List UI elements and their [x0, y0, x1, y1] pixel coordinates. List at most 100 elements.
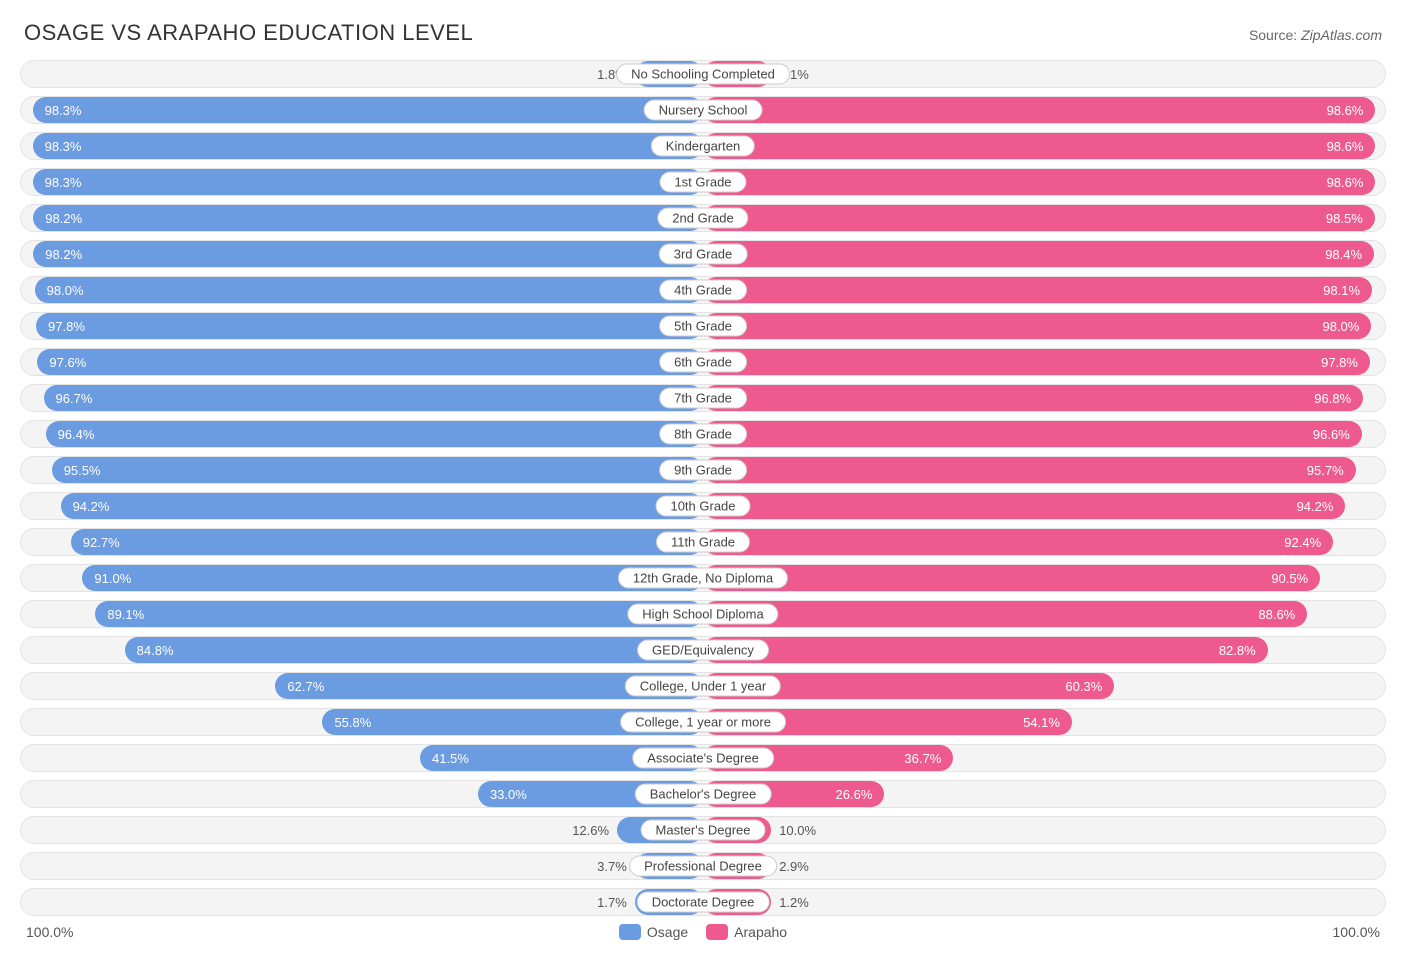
source-label: Source:: [1249, 27, 1297, 43]
category-label: Associate's Degree: [632, 748, 774, 769]
axis-left-end: 100.0%: [26, 924, 73, 940]
chart-row: 33.0% 26.6% Bachelor's Degree: [20, 780, 1386, 808]
legend-label-osage: Osage: [647, 924, 688, 940]
arapaho-value: 97.8%: [1321, 355, 1358, 370]
right-half: 98.6%: [703, 97, 1385, 123]
left-half: 98.0%: [21, 277, 703, 303]
left-half: 96.7%: [21, 385, 703, 411]
arapaho-bar: 98.6%: [703, 133, 1375, 159]
osage-bar: 91.0%: [82, 565, 703, 591]
category-label: 9th Grade: [659, 460, 747, 481]
left-half: 12.6%: [21, 817, 703, 843]
left-half: 98.3%: [21, 169, 703, 195]
right-half: 90.5%: [703, 565, 1385, 591]
category-label: Master's Degree: [641, 820, 766, 841]
right-half: 98.6%: [703, 133, 1385, 159]
category-label: 8th Grade: [659, 424, 747, 445]
osage-value: 96.4%: [58, 427, 95, 442]
category-label: Bachelor's Degree: [635, 784, 772, 805]
arapaho-value: 94.2%: [1297, 499, 1334, 514]
chart-row: 98.3%98.6%Nursery School: [20, 96, 1386, 124]
left-half: 3.7%: [21, 853, 703, 879]
category-label: 1st Grade: [659, 172, 746, 193]
left-half: 97.6%: [21, 349, 703, 375]
category-label: 11th Grade: [656, 532, 750, 553]
legend-item-arapaho: Arapaho: [706, 924, 787, 940]
chart-row: 94.2% 94.2% 10th Grade: [20, 492, 1386, 520]
chart-row: 12.6% 10.0% Master's Degree: [20, 816, 1386, 844]
arapaho-value: 96.8%: [1314, 391, 1351, 406]
chart-row: 98.2%98.5%2nd Grade: [20, 204, 1386, 232]
arapaho-value: 98.6%: [1327, 103, 1364, 118]
arapaho-value: 26.6%: [836, 787, 873, 802]
category-label: 6th Grade: [659, 352, 747, 373]
osage-value: 33.0%: [490, 787, 527, 802]
arapaho-value: 88.6%: [1258, 607, 1295, 622]
osage-value: 89.1%: [107, 607, 144, 622]
chart-row: 98.0%98.1%4th Grade: [20, 276, 1386, 304]
right-half: 94.2%: [703, 493, 1385, 519]
legend-swatch-osage: [619, 924, 641, 940]
category-label: College, 1 year or more: [620, 712, 786, 733]
arapaho-value: 98.1%: [1323, 283, 1360, 298]
osage-value: 95.5%: [64, 463, 101, 478]
arapaho-value: 96.6%: [1313, 427, 1350, 442]
arapaho-bar: 95.7%: [703, 457, 1356, 483]
arapaho-value: 54.1%: [1023, 715, 1060, 730]
right-half: 96.6%: [703, 421, 1385, 447]
arapaho-value: 10.0%: [771, 823, 816, 838]
chart-row: 98.2%98.4%3rd Grade: [20, 240, 1386, 268]
right-half: 2.9%: [703, 853, 1385, 879]
left-half: 95.5%: [21, 457, 703, 483]
osage-bar: 97.8%: [36, 313, 703, 339]
osage-bar: 94.2%: [61, 493, 703, 519]
left-half: 98.2%: [21, 205, 703, 231]
chart-row: 89.1% 88.6% High School Diploma: [20, 600, 1386, 628]
chart-row: 92.7% 92.4%11th Grade: [20, 528, 1386, 556]
arapaho-bar: 98.0%: [703, 313, 1371, 339]
left-half: 62.7%: [21, 673, 703, 699]
left-half: 41.5%: [21, 745, 703, 771]
chart-source: Source: ZipAtlas.com: [1249, 27, 1382, 43]
right-half: 36.7%: [703, 745, 1385, 771]
left-half: 98.3%: [21, 97, 703, 123]
right-half: 1.2%: [703, 889, 1385, 915]
category-label: GED/Equivalency: [637, 640, 769, 661]
chart-row: 55.8%54.1%College, 1 year or more: [20, 708, 1386, 736]
source-value: ZipAtlas.com: [1301, 27, 1382, 43]
arapaho-bar: 88.6%: [703, 601, 1307, 627]
osage-value: 62.7%: [287, 679, 324, 694]
arapaho-bar: 97.8%: [703, 349, 1370, 375]
legend-item-osage: Osage: [619, 924, 688, 940]
osage-value: 91.0%: [94, 571, 131, 586]
chart-row: 62.7%60.3%College, Under 1 year: [20, 672, 1386, 700]
diverging-bar-chart: 1.8%2.1%No Schooling Completed98.3%98.6%…: [20, 60, 1386, 916]
category-label: High School Diploma: [627, 604, 778, 625]
osage-value: 98.3%: [45, 103, 82, 118]
left-half: 94.2%: [21, 493, 703, 519]
category-label: Professional Degree: [629, 856, 777, 877]
right-half: 60.3%: [703, 673, 1385, 699]
osage-value: 92.7%: [83, 535, 120, 550]
osage-bar: 96.4%: [46, 421, 703, 447]
category-label: Kindergarten: [651, 136, 755, 157]
right-half: 82.8%: [703, 637, 1385, 663]
right-half: 95.7%: [703, 457, 1385, 483]
arapaho-bar: 82.8%: [703, 637, 1268, 663]
arapaho-bar: 90.5%: [703, 565, 1320, 591]
right-half: 97.8%: [703, 349, 1385, 375]
osage-value: 94.2%: [73, 499, 110, 514]
osage-value: 12.6%: [572, 823, 617, 838]
arapaho-bar: 96.6%: [703, 421, 1362, 447]
legend: Osage Arapaho: [619, 924, 787, 940]
chart-row: 98.3%98.6%1st Grade: [20, 168, 1386, 196]
left-half: 1.8%: [21, 61, 703, 87]
left-half: 91.0%: [21, 565, 703, 591]
right-half: 92.4%: [703, 529, 1385, 555]
chart-row: 96.4% 96.6% 8th Grade: [20, 420, 1386, 448]
arapaho-value: 98.5%: [1326, 211, 1363, 226]
chart-row: 1.7%1.2%Doctorate Degree: [20, 888, 1386, 916]
category-label: 10th Grade: [655, 496, 750, 517]
left-half: 97.8%: [21, 313, 703, 339]
right-half: 96.8%: [703, 385, 1385, 411]
